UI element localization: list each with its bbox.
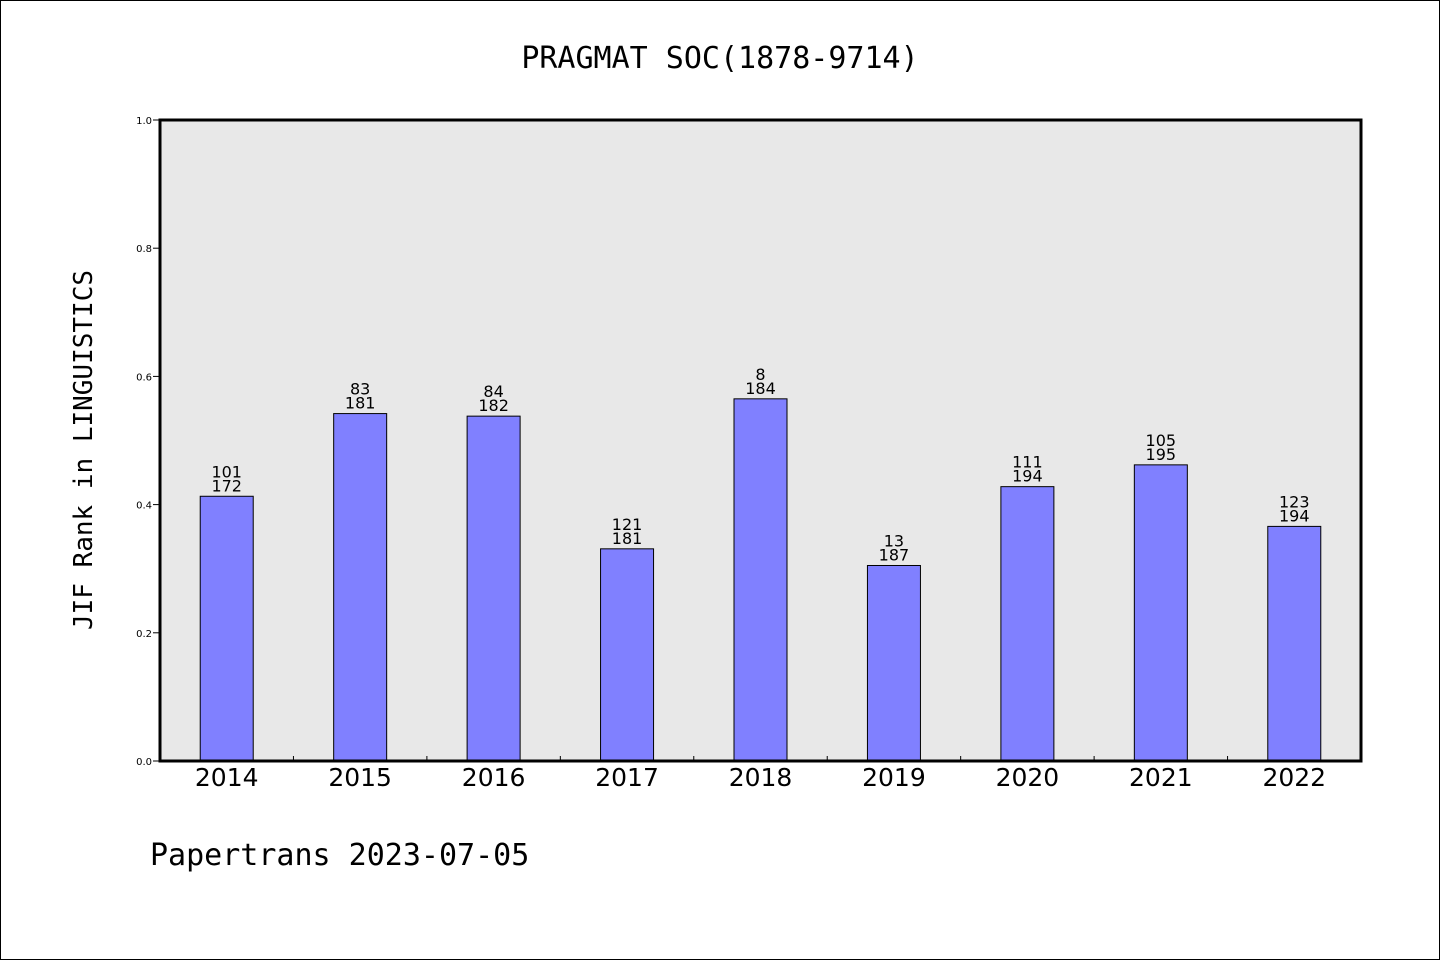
x-tick-label: 2016 (462, 763, 526, 792)
bar-rank-label: 13 (884, 531, 904, 550)
x-tick-label: 2017 (595, 763, 659, 792)
bar-total-label: 172 (211, 476, 242, 495)
bar-2016 (466, 415, 521, 762)
bar-rank-label: 105 (1146, 431, 1177, 450)
y-tick-label: 0.4 (136, 501, 152, 512)
bar-total-label: 184 (745, 379, 776, 398)
plot-border (158, 118, 1363, 763)
y-axis-ticks: 0.0 0.2 0.4 0.6 0.8 1.0 (136, 116, 160, 768)
y-tick-label: 0.2 (136, 629, 152, 640)
bar-rank-label: 84 (483, 382, 503, 401)
x-tick-label: 2018 (729, 763, 793, 792)
bar-rank-label: 121 (612, 515, 643, 534)
x-tick-label: 2020 (996, 763, 1060, 792)
footer-text: Papertrans 2023-07-05 (150, 838, 529, 873)
x-tick-label: 2014 (195, 763, 259, 792)
bar-total-label: 194 (1012, 467, 1043, 486)
bar-2021 (1133, 464, 1188, 762)
x-tick-label: 2021 (1129, 763, 1193, 792)
x-tick-label: 2015 (328, 763, 392, 792)
bar-total-label: 194 (1279, 506, 1310, 525)
bar-2020 (1000, 486, 1055, 762)
bar-2019 (866, 564, 921, 762)
bar-2015 (333, 413, 388, 762)
bar-rank-label: 123 (1279, 492, 1310, 511)
x-axis-ticks: 2014 2015 2016 2017 2018 2019 2020 2021 2022 (195, 756, 1326, 792)
bar-2022 (1267, 525, 1322, 762)
bar-total-label: 181 (612, 529, 643, 548)
y-tick-label: 0.6 (136, 372, 152, 383)
bar-rank-label: 8 (755, 365, 765, 384)
x-tick-label: 2022 (1262, 763, 1326, 792)
y-tick-label: 0.8 (136, 244, 152, 255)
y-tick-label: 0.0 (136, 757, 152, 768)
x-tick-label: 2019 (862, 763, 926, 792)
bar-total-label: 181 (345, 394, 376, 413)
chart-title: PRAGMAT SOC(1878-9714) (521, 41, 918, 76)
bar-2017 (600, 548, 655, 762)
y-tick-label: 1.0 (136, 116, 152, 127)
bar-2014 (199, 495, 254, 762)
bar-total-label: 195 (1146, 445, 1177, 464)
bar-rank-label: 111 (1012, 453, 1043, 472)
y-axis-label: JIF Rank in LINGUISTICS (69, 270, 99, 630)
bar-rank-label: 83 (350, 380, 370, 399)
bar-rank-label: 101 (211, 462, 242, 481)
bars-group: 1011728318184182121181818413187111194105… (199, 365, 1322, 762)
bar-2018 (733, 398, 788, 762)
bar-total-label: 187 (879, 545, 910, 564)
bar-total-label: 182 (478, 396, 509, 415)
